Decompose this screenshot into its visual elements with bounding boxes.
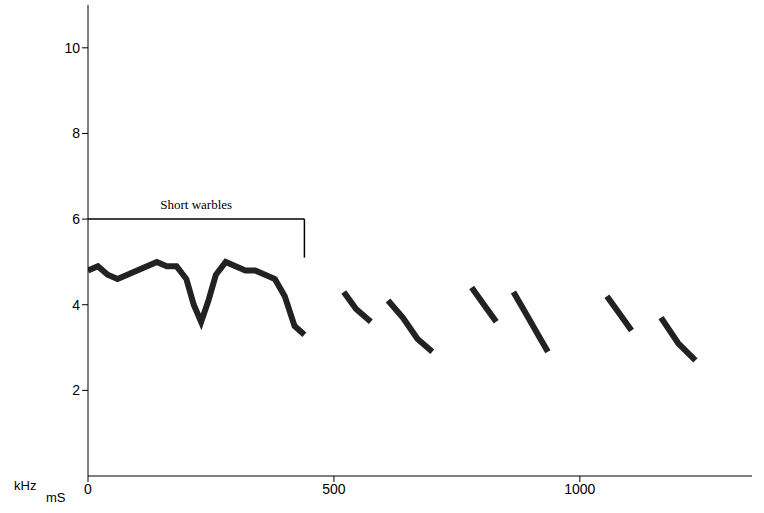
svg-text:Short warbles: Short warbles bbox=[160, 197, 232, 212]
svg-text:kHz: kHz bbox=[14, 478, 36, 493]
svg-text:500: 500 bbox=[322, 481, 346, 497]
svg-text:6: 6 bbox=[72, 211, 80, 227]
svg-text:4: 4 bbox=[72, 297, 80, 313]
svg-text:10: 10 bbox=[64, 40, 80, 56]
svg-text:mS: mS bbox=[46, 490, 66, 505]
svg-text:8: 8 bbox=[72, 125, 80, 141]
svg-text:0: 0 bbox=[84, 481, 92, 497]
svg-text:2: 2 bbox=[72, 382, 80, 398]
svg-text:1000: 1000 bbox=[564, 481, 595, 497]
